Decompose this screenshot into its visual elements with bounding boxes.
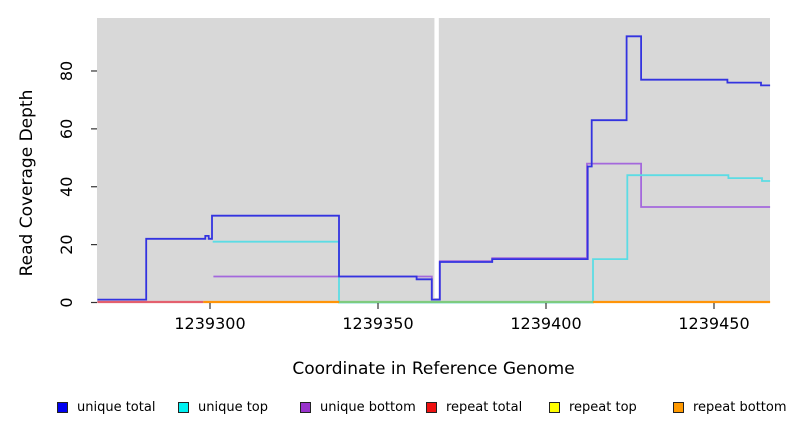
- coverage-gap-band: [434, 18, 439, 299]
- legend-item-unique-total: unique total: [57, 400, 155, 415]
- legend: unique total unique top unique bottom repea…: [0, 400, 792, 424]
- legend-swatch-repeat-total: [426, 402, 437, 413]
- legend-label: repeat bottom: [693, 400, 787, 415]
- y-tick-label: 80: [57, 61, 76, 81]
- x-tick-label: 1239300: [174, 314, 245, 333]
- x-tick-label: 1239400: [510, 314, 581, 333]
- legend-swatch-repeat-bottom: [673, 402, 684, 413]
- legend-swatch-unique-top: [178, 402, 189, 413]
- x-tick-label: 1239350: [342, 314, 413, 333]
- y-axis-title: Read Coverage Depth: [17, 89, 37, 277]
- legend-label: repeat top: [569, 400, 637, 415]
- coverage-plot: 1239300 1239350 1239400 1239450 0 20 40 60 80: [57, 18, 771, 333]
- legend-item-unique-top: unique top: [178, 400, 268, 415]
- legend-label: unique top: [198, 400, 269, 415]
- legend-swatch-repeat-top: [549, 402, 560, 413]
- legend-item-repeat-top: repeat top: [549, 400, 637, 415]
- y-tick-label: 0: [57, 297, 76, 307]
- legend-swatch-unique-bottom: [300, 402, 311, 413]
- legend-item-repeat-bottom: repeat bottom: [673, 400, 787, 415]
- series-line-unique-total: [97, 35, 771, 301]
- legend-swatch-unique-total: [57, 402, 68, 413]
- y-tick-label: 40: [57, 177, 76, 197]
- legend-item-unique-bottom: unique bottom: [300, 400, 416, 415]
- y-tick-label: 20: [57, 234, 76, 254]
- plot-panel: [97, 18, 770, 303]
- x-tick-label: 1239450: [678, 314, 749, 333]
- series-line-unique-top: [212, 174, 771, 304]
- legend-label: repeat total: [446, 400, 523, 415]
- x-axis-title: Coordinate in Reference Genome: [292, 359, 575, 379]
- y-tick-label: 60: [57, 119, 76, 139]
- legend-label: unique bottom: [320, 400, 416, 415]
- legend-label: unique total: [77, 400, 156, 415]
- legend-item-repeat-total: repeat total: [426, 400, 522, 415]
